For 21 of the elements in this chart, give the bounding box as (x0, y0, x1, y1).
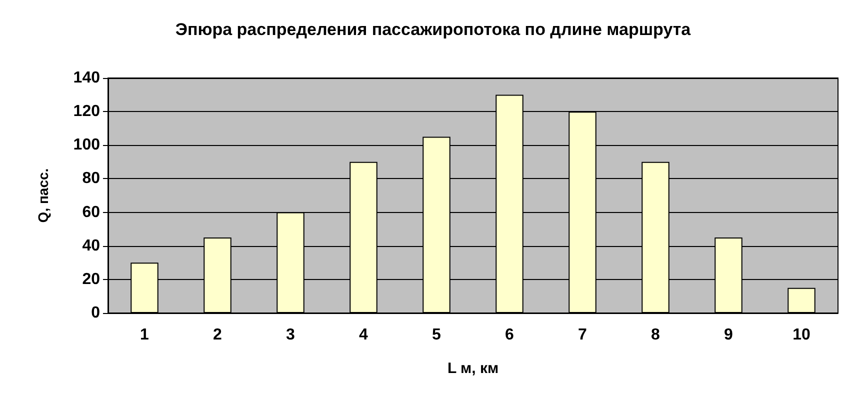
x-axis-title: L м, км (447, 360, 499, 377)
x-tick-label: 9 (724, 326, 734, 344)
y-tick-label: 80 (82, 170, 100, 188)
x-tick-label: 1 (140, 326, 150, 344)
x-tick-label: 2 (213, 326, 222, 344)
x-tick-label: 5 (432, 326, 442, 344)
x-tick-label: 6 (505, 326, 514, 344)
y-tick-label: 140 (73, 70, 100, 86)
y-axis-title: Q, пасс. (35, 168, 51, 223)
y-tick-label: 100 (73, 136, 100, 154)
y-tick-label: 40 (82, 237, 100, 254)
y-tick-label: 0 (91, 304, 100, 322)
y-tick-label: 120 (73, 103, 100, 120)
x-tick-label: 8 (651, 326, 660, 344)
x-tick-label: 10 (792, 326, 810, 344)
y-tick-label: 20 (82, 270, 100, 288)
x-tick-label: 4 (359, 326, 368, 344)
x-tick-label: 3 (286, 326, 296, 344)
chart-title: Эпюра распределения пассажиропотока по длине маршрута (175, 20, 692, 39)
x-tick-label: 7 (578, 326, 588, 344)
y-tick-label: 60 (82, 204, 100, 221)
